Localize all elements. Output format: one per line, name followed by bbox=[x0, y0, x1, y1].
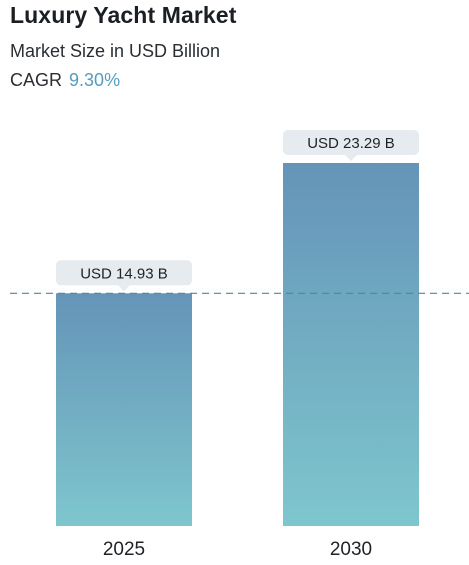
chart-subtitle: Market Size in USD Billion bbox=[10, 41, 221, 61]
value-label-2030: USD 23.29 B bbox=[283, 130, 419, 161]
value-label-pointer-2025 bbox=[118, 285, 130, 292]
value-label-box-2025 bbox=[56, 260, 192, 286]
value-label-pointer-2030 bbox=[345, 155, 357, 161]
chart-title: Luxury Yacht Market bbox=[10, 2, 237, 28]
cagr-value: 9.30% bbox=[69, 70, 121, 90]
x-tick-label-2030: 2030 bbox=[330, 539, 372, 560]
value-label-text-2025: USD 14.93 B bbox=[80, 265, 168, 282]
cagr-label: CAGR bbox=[10, 70, 63, 90]
value-label-2025: USD 14.93 B bbox=[56, 260, 192, 292]
value-label-box-2030 bbox=[283, 130, 419, 155]
cagr-line: CAGR 9.30% bbox=[10, 70, 120, 91]
bar-2025 bbox=[56, 293, 192, 526]
bar-2030 bbox=[283, 163, 419, 526]
x-tick-label-2025: 2025 bbox=[103, 539, 145, 560]
value-label-text-2030: USD 23.29 B bbox=[307, 135, 395, 152]
